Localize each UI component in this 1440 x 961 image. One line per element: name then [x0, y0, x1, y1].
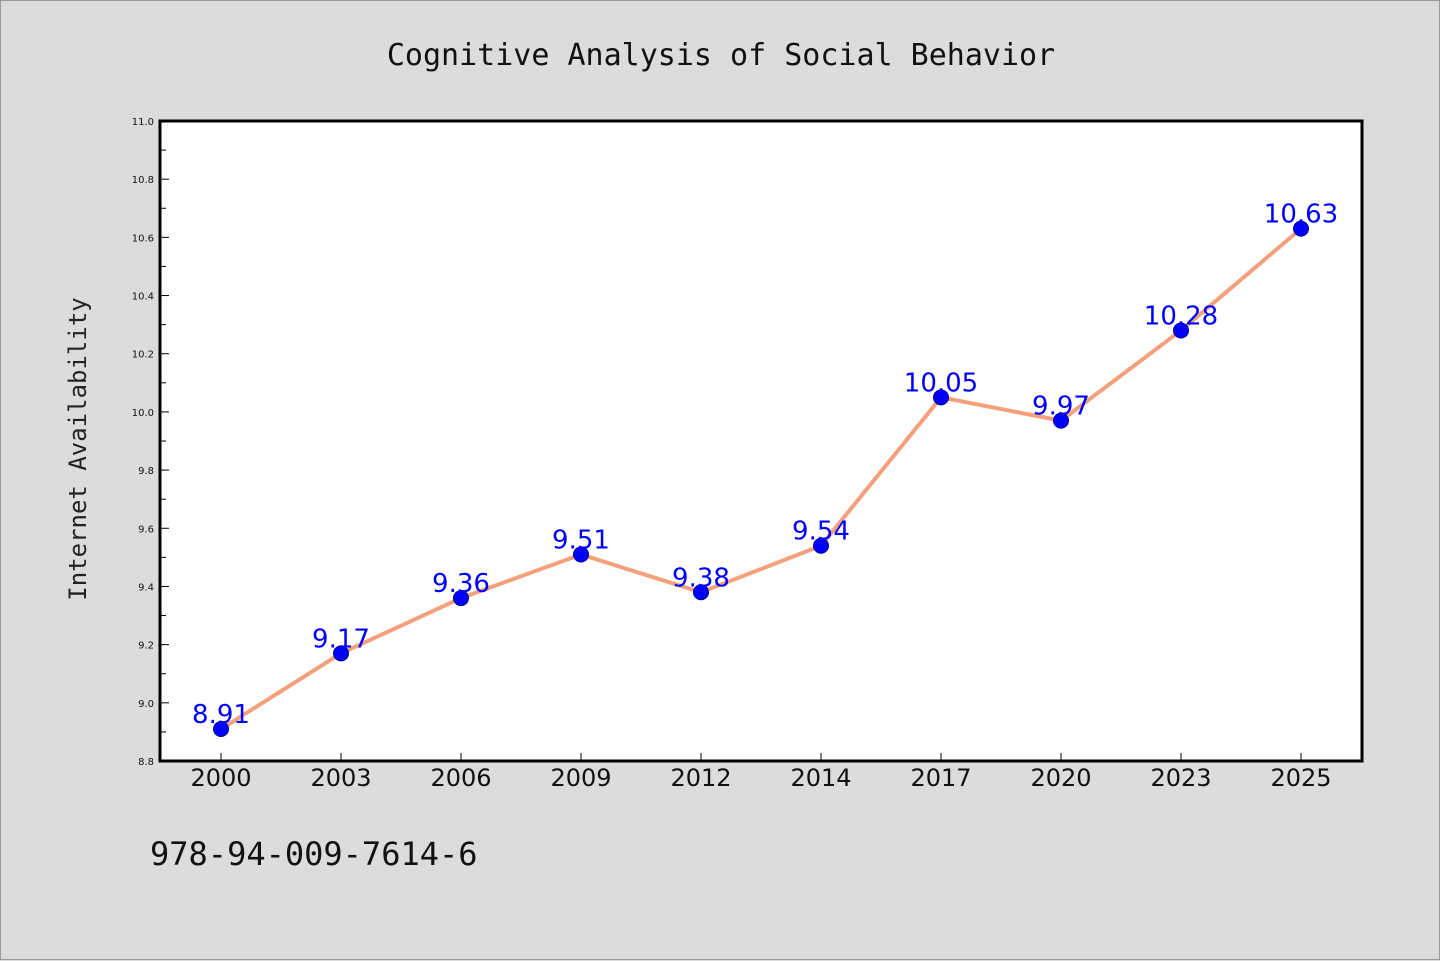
data-point	[1053, 412, 1069, 429]
data-point	[333, 645, 349, 662]
y-axis-label: Internet Availability	[64, 297, 92, 600]
data-point	[213, 721, 229, 737]
x-tick-label: 2014	[790, 764, 851, 792]
y-tick-label: 9.0	[138, 699, 154, 710]
x-tick-label: 2000	[190, 764, 251, 792]
x-tick-label: 2017	[910, 764, 971, 792]
x-tick-label: 2003	[310, 764, 371, 792]
data-label: 10.05	[904, 368, 978, 398]
data-point	[813, 537, 829, 554]
x-tick-label: 2025	[1270, 764, 1331, 792]
data-label: 10.63	[1264, 200, 1338, 230]
x-axis-ticks: 2000 2003 2006 2009 2012 2014 2017 2020 2023 2025	[190, 753, 1332, 792]
x-tick-label: 2009	[550, 764, 611, 792]
data-point	[453, 590, 469, 607]
y-tick-label: 10.8	[132, 175, 154, 186]
data-points	[213, 220, 1309, 737]
y-tick-label: 10.0	[132, 408, 154, 419]
data-label: 8.91	[192, 700, 250, 730]
data-label: 9.54	[792, 517, 850, 547]
series-line	[219, 227, 1303, 731]
series-line-group	[219, 227, 1303, 731]
data-label: 9.97	[1032, 392, 1090, 422]
data-point	[693, 584, 709, 601]
x-tick-label: 2012	[670, 764, 731, 792]
y-tick-label: 9.8	[138, 466, 154, 477]
chart-title: Cognitive Analysis of Social Behavior	[387, 38, 1055, 73]
data-point	[1293, 220, 1309, 237]
data-point	[1173, 322, 1189, 339]
data-point	[933, 389, 949, 406]
data-labels: 8.91 9.17 9.36 9.51 9.38 9.54 10.05 9.97 10.28 10…	[192, 200, 1338, 730]
y-tick-label: 9.6	[138, 524, 154, 535]
y-tick-label: 9.4	[138, 582, 154, 593]
data-label: 9.36	[432, 569, 490, 599]
data-label: 9.38	[672, 563, 730, 593]
y-tick-label: 10.4	[132, 292, 154, 303]
y-tick-label: 11.0	[132, 117, 154, 128]
data-point	[573, 546, 589, 563]
data-label: 9.51	[552, 525, 610, 555]
x-tick-label: 2023	[1150, 764, 1211, 792]
y-tick-label: 8.8	[138, 757, 154, 768]
y-tick-label: 10.6	[132, 233, 154, 244]
y-axis-ticks: 8.8 9.0 9.2 9.4 9.6 9.8 10.0 10.2 10.4 10.6 10.8 11…	[132, 117, 169, 768]
isbn-text: 978-94-009-7614-6	[150, 835, 478, 873]
data-label: 9.17	[312, 624, 370, 654]
x-tick-label: 2006	[430, 764, 491, 792]
plot-area	[158, 119, 1364, 763]
y-tick-label: 9.2	[138, 641, 154, 652]
x-tick-label: 2020	[1030, 764, 1091, 792]
y-tick-label: 10.2	[132, 350, 154, 361]
data-label: 10.28	[1144, 301, 1218, 331]
